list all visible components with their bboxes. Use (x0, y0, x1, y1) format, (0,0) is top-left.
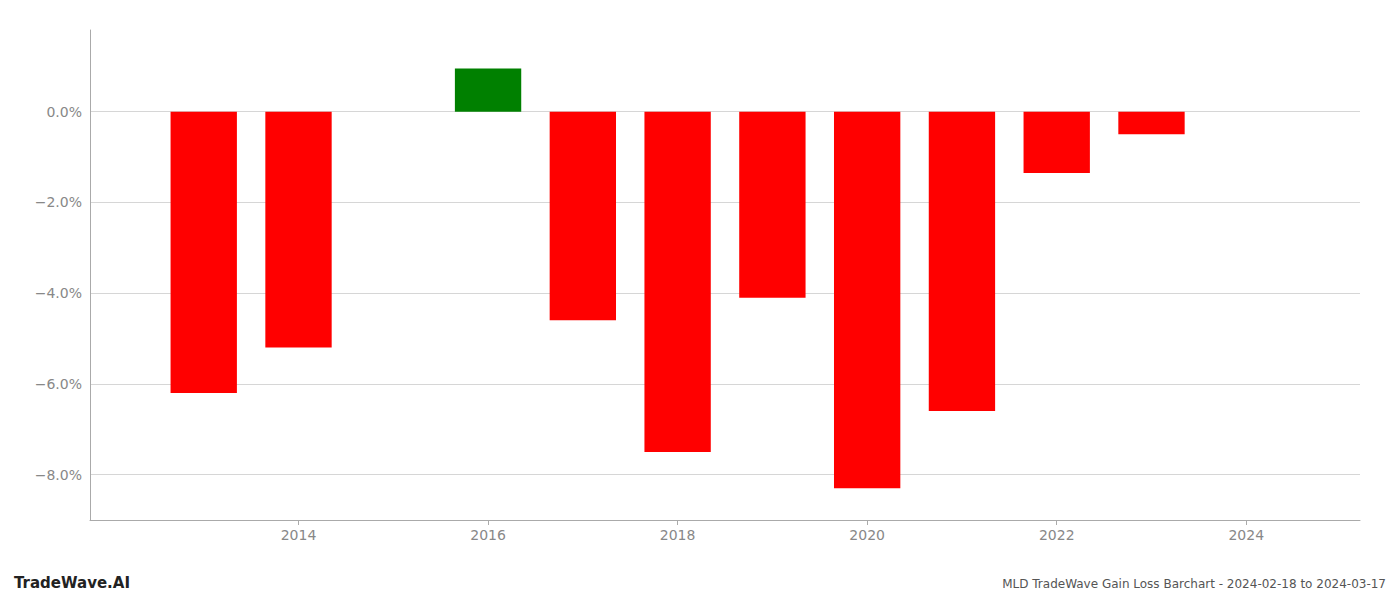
svg-text:TradeWave.AI: TradeWave.AI (14, 574, 130, 592)
svg-text:2024: 2024 (1228, 527, 1264, 543)
svg-text:2014: 2014 (281, 527, 317, 543)
svg-text:2020: 2020 (849, 527, 885, 543)
svg-text:−2.0%: −2.0% (35, 194, 82, 210)
svg-text:−8.0%: −8.0% (35, 467, 82, 483)
svg-text:2018: 2018 (660, 527, 696, 543)
svg-text:MLD TradeWave Gain Loss Barcha: MLD TradeWave Gain Loss Barchart - 2024-… (1002, 577, 1386, 591)
svg-text:0.0%: 0.0% (46, 104, 82, 120)
svg-text:−4.0%: −4.0% (35, 285, 82, 301)
svg-text:−6.0%: −6.0% (35, 376, 82, 392)
svg-text:2016: 2016 (470, 527, 506, 543)
svg-text:2022: 2022 (1039, 527, 1075, 543)
